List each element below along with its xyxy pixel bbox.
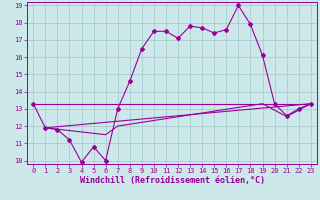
X-axis label: Windchill (Refroidissement éolien,°C): Windchill (Refroidissement éolien,°C)	[79, 176, 265, 185]
